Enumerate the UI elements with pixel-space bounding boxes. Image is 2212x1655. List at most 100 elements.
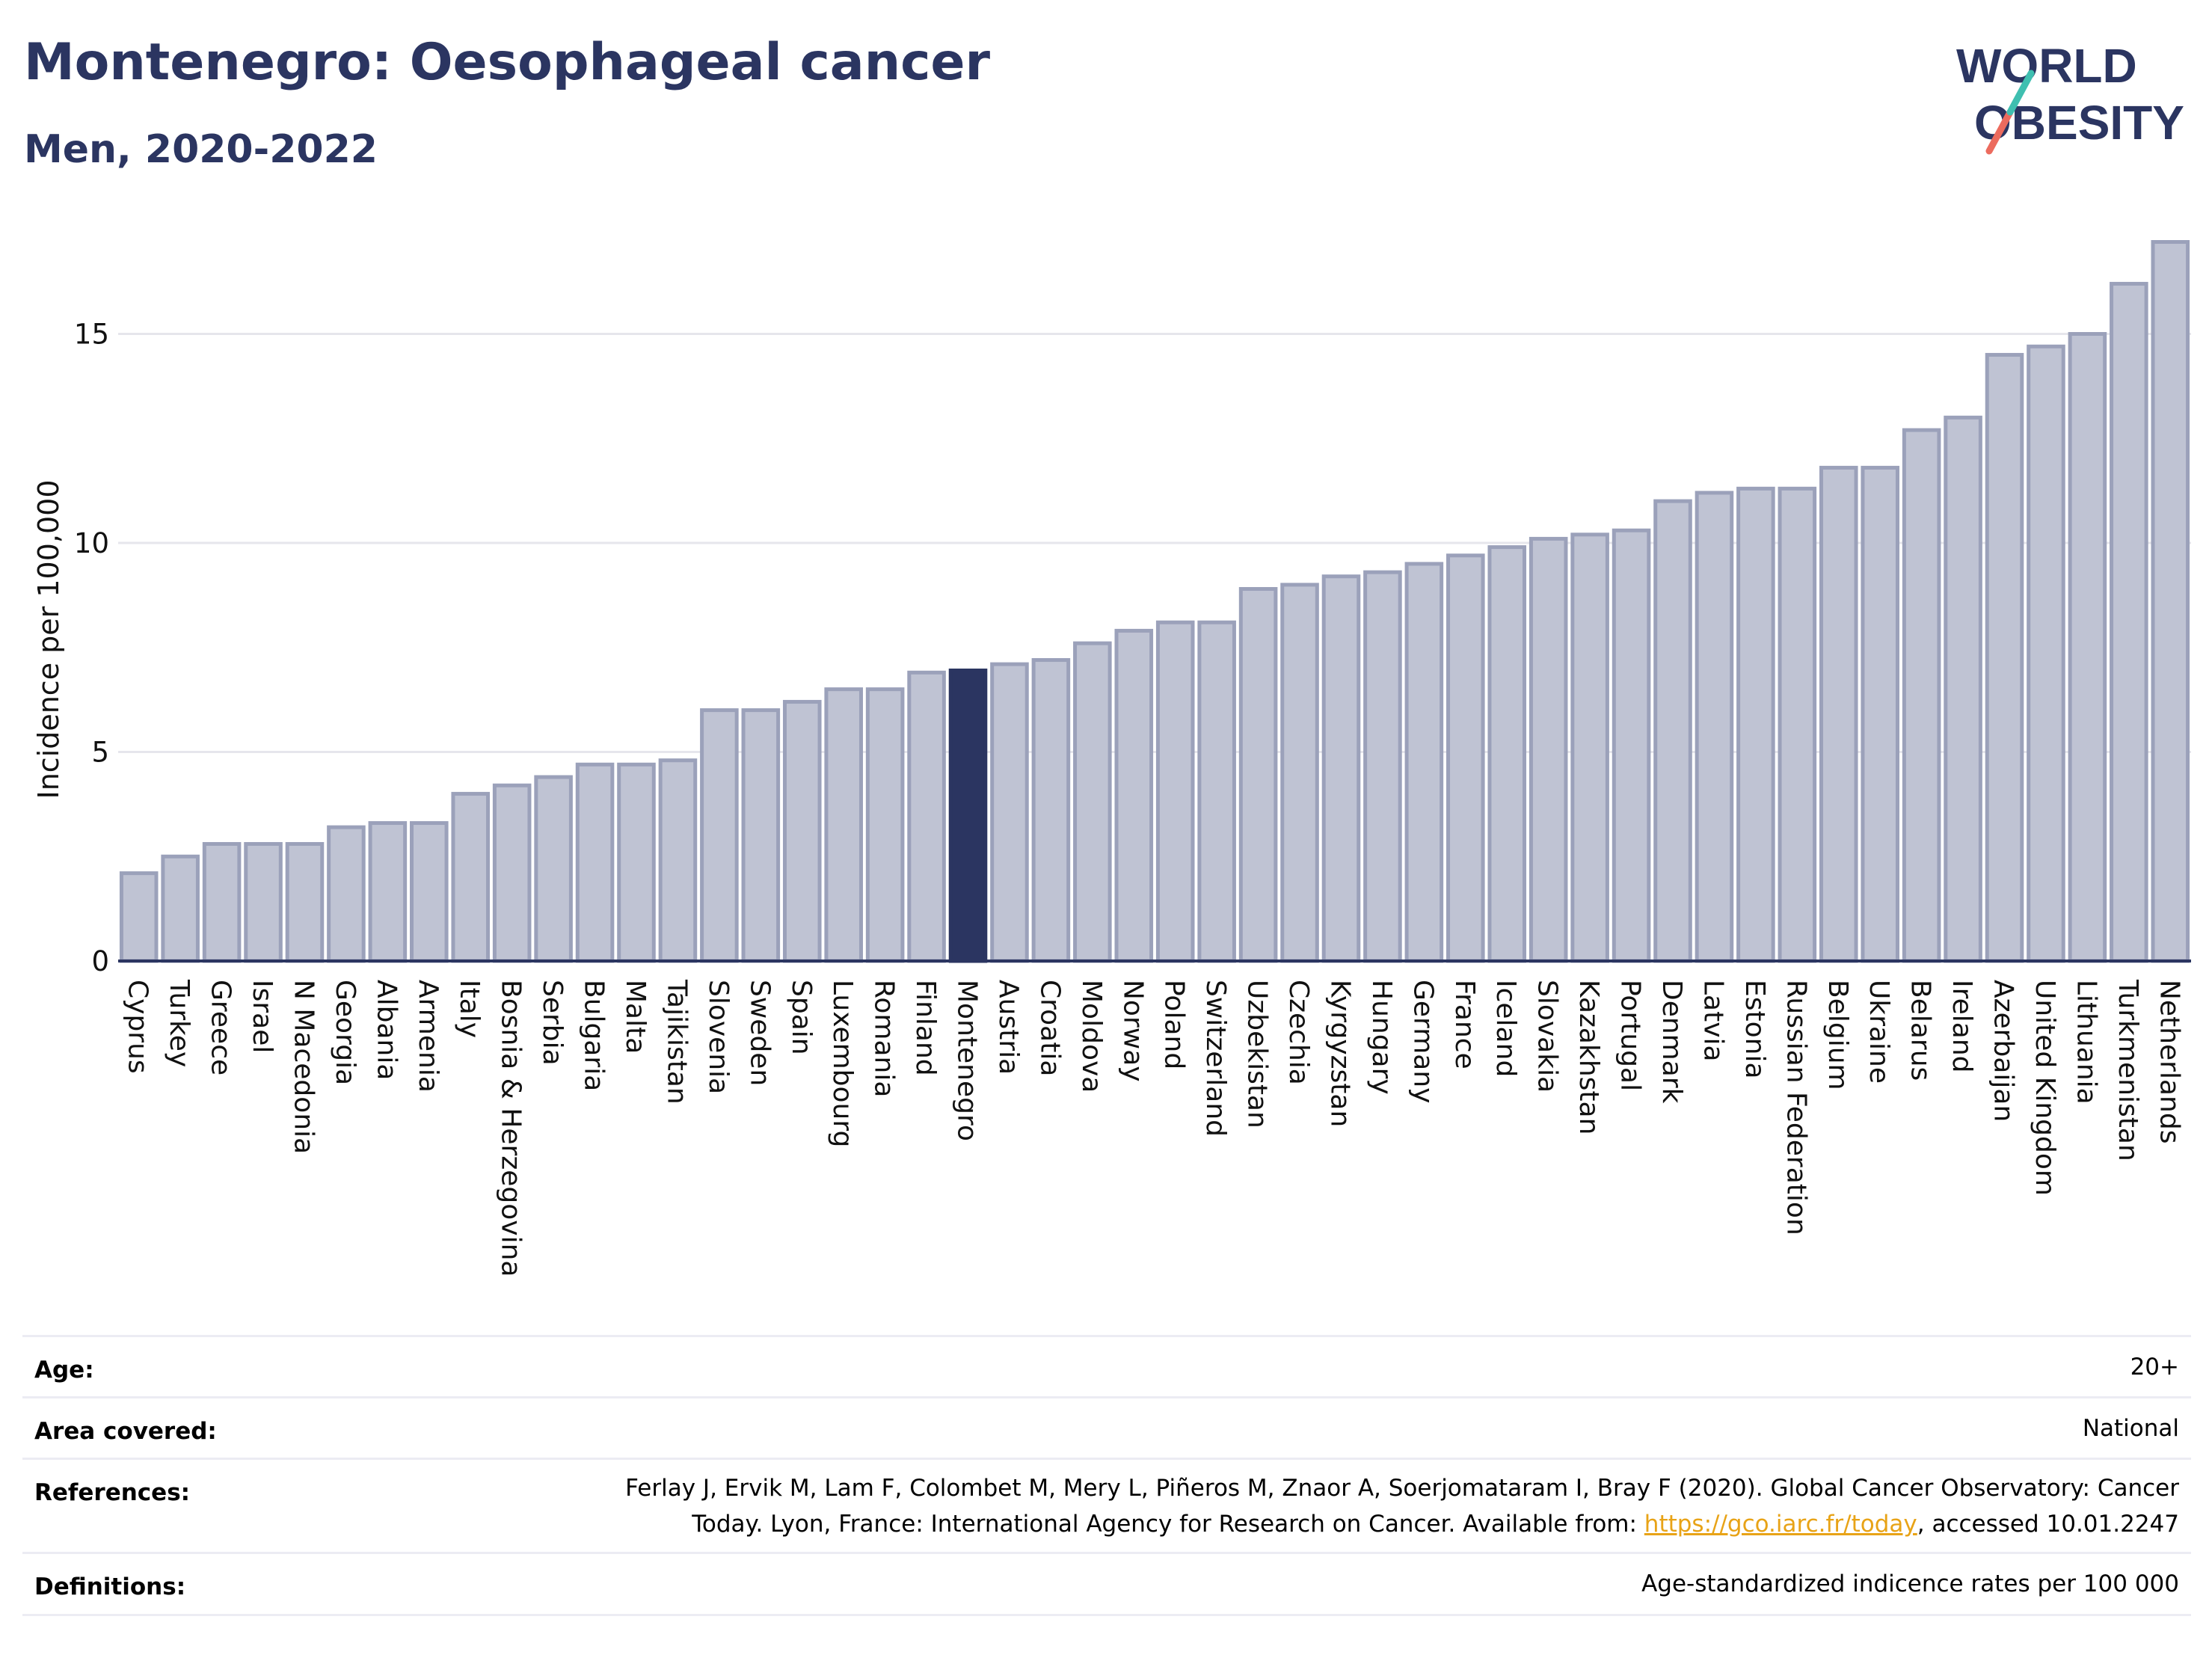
x-tick-label: Bulgaria (579, 980, 609, 1091)
bar-estonia (1736, 486, 1775, 963)
bar-n-macedonia (285, 841, 325, 963)
meta-area-label: Area covered: (34, 1418, 217, 1445)
meta-references-line2-pre: Today. Lyon, France: International Agenc… (692, 1511, 1644, 1538)
bar-russian-federation (1778, 486, 1817, 963)
bar-poland (1155, 620, 1195, 963)
page-subtitle: Men, 2020-2022 (24, 127, 378, 172)
x-tick-label: Greece (206, 980, 236, 1075)
x-tick-label: Croatia (1034, 980, 1065, 1076)
bar-bosnia-herzegovina (492, 783, 532, 963)
bar-norway (1114, 628, 1154, 963)
x-tick-label: Kyrgyzstan (1324, 980, 1355, 1127)
x-tick-label: Germany (1407, 980, 1438, 1103)
x-tick-label: Israel (247, 980, 277, 1053)
meta-references-line1: Ferlay J, Ervik M, Lam F, Colombet M, Me… (625, 1475, 2179, 1502)
y-tick-label: 10 (74, 527, 109, 559)
x-tick-label: Finland (910, 980, 941, 1076)
page-title: Montenegro: Oesophageal cancer (24, 33, 991, 92)
bar-slovakia (1529, 536, 1568, 963)
y-axis-label: Incidence per 100,000 (32, 479, 65, 799)
bar-austria (990, 662, 1029, 963)
x-tick-label: Ireland (1947, 980, 1977, 1073)
x-tick-label: Tajikistan (661, 979, 692, 1105)
x-tick-label: Iceland (1490, 980, 1521, 1077)
bar-czechia (1280, 583, 1319, 963)
bar-turkmenistan (2110, 281, 2148, 963)
x-tick-label: Denmark (1656, 980, 1687, 1104)
meta-row-age: Age: 20+ (22, 1335, 2191, 1397)
bar-iceland (1487, 545, 1527, 963)
chart-bars (119, 240, 2190, 963)
x-tick-label: Hungary (1366, 980, 1397, 1095)
meta-references-line2: Today. Lyon, France: International Agenc… (625, 1506, 2179, 1542)
logo-line2: OBESITY (1974, 96, 2184, 150)
x-tick-label: Turkey (164, 979, 194, 1067)
bar-croatia (1031, 658, 1071, 963)
bar-bulgaria (575, 762, 615, 963)
bar-ireland (1944, 415, 1982, 963)
meta-area-value: National (2082, 1415, 2179, 1442)
bar-kazakhstan (1570, 532, 1609, 963)
meta-references-line2-post: , accessed 10.01.2247 (1917, 1511, 2179, 1538)
x-tick-label: Poland (1159, 980, 1190, 1069)
bar-france (1446, 553, 1485, 963)
bar-azerbaijan (1985, 352, 2024, 963)
references-link[interactable]: https://gco.iarc.fr/today (1644, 1511, 1917, 1538)
logo-slash-top (2006, 70, 2035, 116)
x-tick-label: Uzbekistan (1242, 980, 1273, 1129)
x-tick-label: Switzerland (1200, 980, 1231, 1137)
x-tick-label: Belarus (1905, 980, 1936, 1081)
meta-row-area: Area covered: National (22, 1396, 2191, 1458)
meta-references-label: References: (34, 1479, 191, 1506)
x-tick-label: Slovenia (703, 980, 734, 1094)
bar-chart: 0 5 10 15 Cyprus Turkey Greece Israel N Macedon… (32, 240, 2191, 1277)
bar-ukraine (1861, 465, 1899, 963)
x-tick-label: Romania (869, 980, 900, 1097)
bar-romania (865, 687, 905, 963)
x-tick-label: France (1449, 980, 1480, 1069)
x-tick-label: Montenegro (952, 980, 983, 1141)
y-tick-label: 15 (74, 319, 109, 351)
x-tick-label: Ukraine (1864, 980, 1894, 1084)
x-tick-label: Norway (1117, 980, 1148, 1082)
bar-tajikistan (658, 758, 698, 963)
bar-albania (368, 821, 408, 963)
bar-italy (451, 791, 491, 963)
bar-georgia (327, 825, 366, 963)
x-tick-label: Malta (620, 980, 651, 1054)
x-tick-label: Lithuania (2071, 980, 2101, 1105)
x-tick-label: United Kingdom (2030, 980, 2060, 1196)
world-obesity-logo: WORLD OBESITY (1956, 39, 2184, 155)
bar-cyprus (119, 871, 159, 963)
x-tick-label: Moldova (1076, 980, 1107, 1093)
x-tick-label: Spain (786, 980, 817, 1055)
bar-denmark (1653, 499, 1692, 963)
bar-turkey (161, 854, 200, 963)
x-tick-label: Serbia (537, 980, 568, 1066)
x-tick-label: Cyprus (123, 980, 153, 1074)
meta-age-value: 20+ (2130, 1354, 2179, 1381)
x-tick-label: Armenia (413, 980, 443, 1093)
bar-slovenia (700, 708, 739, 963)
meta-row-definitions: Definitions: Age-standardized indicence … (22, 1552, 2191, 1616)
bar-spain (782, 699, 822, 963)
x-tick-label: Kazakhstan (1573, 980, 1604, 1134)
x-axis-ticks: Cyprus Turkey Greece Israel N Macedonia Georg… (123, 979, 2185, 1277)
x-tick-label: Albania (371, 980, 402, 1080)
metadata-table: Age: 20+ Area covered: National Referenc… (22, 1335, 2191, 1619)
bar-uzbekistan (1238, 586, 1278, 963)
bar-sweden (741, 708, 781, 963)
bar-greece (202, 841, 242, 963)
x-tick-label: N Macedonia (288, 980, 319, 1154)
meta-definitions-value: Age-standardized indicence rates per 100… (1641, 1570, 2179, 1597)
bar-serbia (534, 775, 573, 963)
x-tick-label: Portugal (1615, 980, 1646, 1091)
bar-israel (244, 841, 283, 963)
x-tick-label: Netherlands (2154, 980, 2184, 1143)
bar-montenegro (948, 668, 988, 963)
bar-latvia (1695, 491, 1734, 963)
bar-finland (907, 670, 946, 963)
bar-switzerland (1197, 620, 1236, 963)
bar-kyrgyzstan (1321, 574, 1361, 963)
x-tick-label: Austria (993, 980, 1024, 1075)
